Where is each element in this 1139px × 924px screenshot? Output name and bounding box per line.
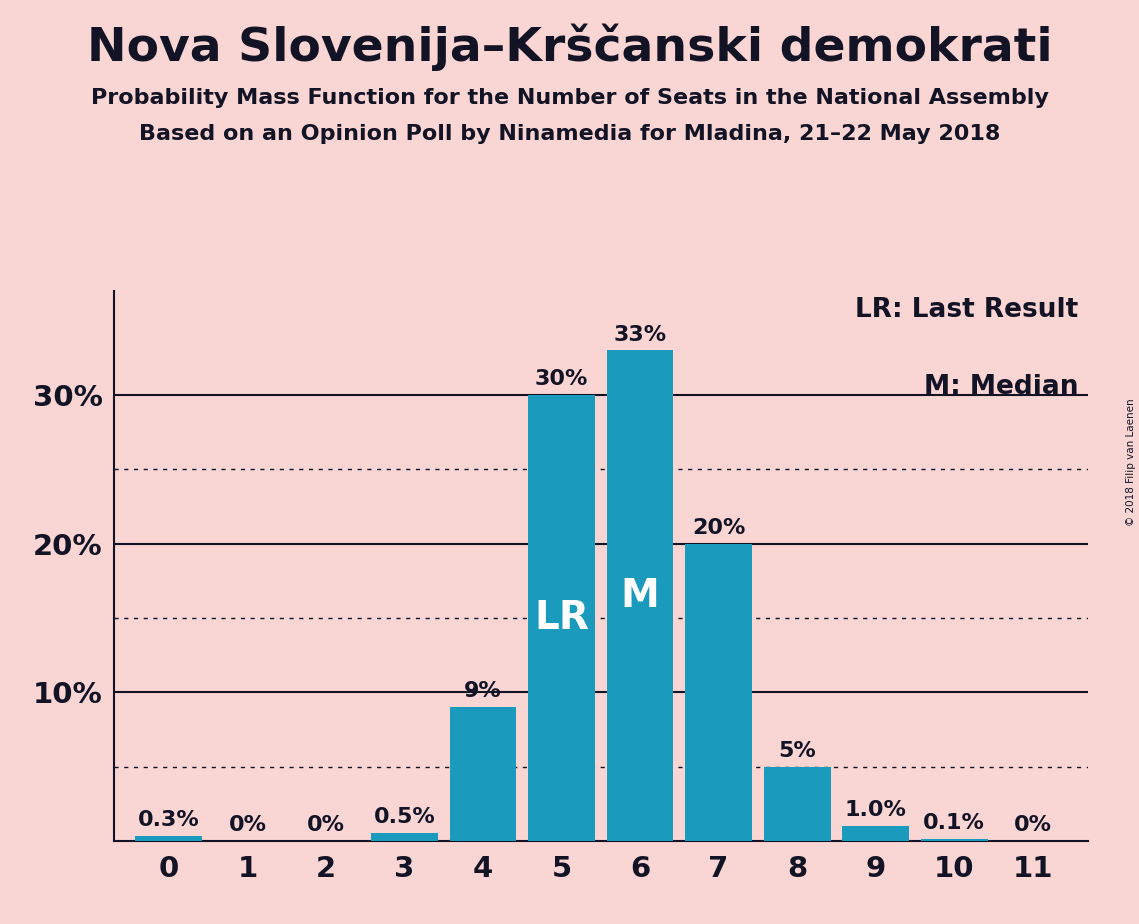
Text: 0.1%: 0.1%: [924, 813, 985, 833]
Text: LR: LR: [534, 599, 589, 637]
Bar: [764, 767, 830, 841]
Text: 0%: 0%: [229, 815, 267, 835]
Text: 33%: 33%: [614, 324, 666, 345]
Text: 1.0%: 1.0%: [845, 800, 907, 820]
Text: 0.5%: 0.5%: [374, 808, 435, 828]
Bar: [607, 350, 673, 841]
Text: 0%: 0%: [1014, 815, 1051, 835]
Bar: [528, 395, 595, 841]
Text: © 2018 Filip van Laenen: © 2018 Filip van Laenen: [1126, 398, 1136, 526]
Text: 9%: 9%: [465, 681, 502, 701]
Text: 0.3%: 0.3%: [138, 810, 199, 831]
Bar: [136, 836, 203, 841]
Bar: [371, 833, 437, 841]
Text: 20%: 20%: [691, 517, 745, 538]
Bar: [920, 839, 988, 841]
Text: 0%: 0%: [306, 815, 345, 835]
Text: 30%: 30%: [535, 369, 588, 389]
Bar: [686, 543, 752, 841]
Text: M: Median: M: Median: [924, 373, 1077, 399]
Text: LR: Last Result: LR: Last Result: [854, 297, 1077, 322]
Bar: [843, 826, 909, 841]
Text: Based on an Opinion Poll by Ninamedia for Mladina, 21–22 May 2018: Based on an Opinion Poll by Ninamedia fo…: [139, 124, 1000, 144]
Text: 5%: 5%: [778, 741, 816, 760]
Text: Probability Mass Function for the Number of Seats in the National Assembly: Probability Mass Function for the Number…: [91, 88, 1048, 108]
Text: M: M: [621, 577, 659, 614]
Bar: [450, 707, 516, 841]
Text: Nova Slovenija–Krščanski demokrati: Nova Slovenija–Krščanski demokrati: [87, 23, 1052, 70]
